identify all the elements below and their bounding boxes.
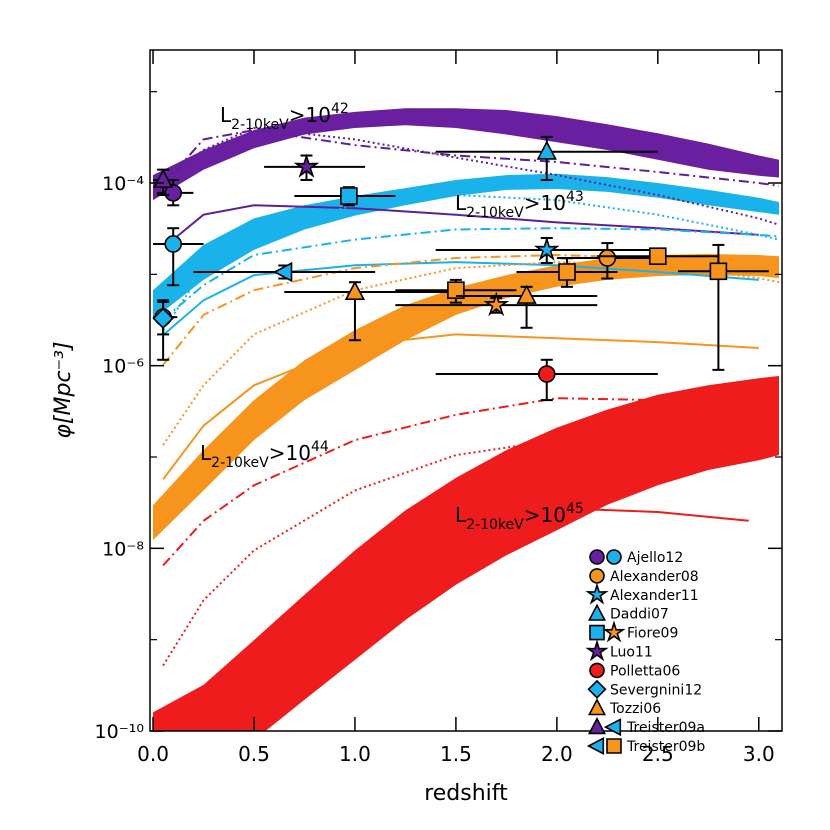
curve-label-sup: 42 <box>331 101 349 117</box>
curve-label-main: L <box>200 441 212 465</box>
legend-marker <box>585 582 609 605</box>
model-line <box>162 129 780 187</box>
x-tick-label: 0.0 <box>137 742 169 766</box>
legend-marker <box>586 736 605 756</box>
model-line <box>162 333 759 480</box>
data-point <box>164 235 183 253</box>
data-point <box>536 140 557 160</box>
y-tick-label: 10⁻⁴ <box>102 173 144 195</box>
legend-marker <box>606 549 622 565</box>
curve-label-sup: 45 <box>566 501 584 517</box>
legend: Ajello12 Alexander08 Alexander11 Daddi07 Fio… <box>585 549 705 756</box>
band <box>153 376 779 731</box>
curve-label-mid: >10 <box>269 441 311 465</box>
legend-marker <box>602 620 626 643</box>
legend-label: Alexander08 <box>610 569 699 585</box>
curve-label-sup: 43 <box>566 189 584 205</box>
data-point <box>516 284 537 304</box>
x-tick-label: 2.5 <box>642 742 674 766</box>
curve-label-sub: 2-10keV <box>231 117 289 133</box>
model-line <box>162 227 780 321</box>
data-point <box>272 261 293 283</box>
curve-label-sub: 2-10keV <box>211 455 269 471</box>
legend-marker <box>587 603 607 621</box>
data-point <box>447 281 465 300</box>
axes: 0.0 0.5 1.0 1.5 2.0 2.5 3.0 10⁻¹⁰ 10⁻⁸ 10⁻⁶ 10⁻⁴ <box>95 50 782 766</box>
legend-marker <box>589 662 605 679</box>
data-point <box>293 153 320 178</box>
legend-marker <box>589 624 605 641</box>
model-line <box>162 439 780 667</box>
curve-label-sup: 44 <box>311 439 329 455</box>
curve-label: L2-10keV>1045 <box>455 501 584 533</box>
x-tick-label: 3.0 <box>743 742 775 766</box>
legend-label: Daddi07 <box>610 607 669 623</box>
legend-label: Treister09b <box>626 739 705 755</box>
data-point <box>483 291 510 317</box>
curve-label-main: L <box>455 503 467 527</box>
model-line <box>172 204 759 241</box>
legend-marker <box>606 738 622 754</box>
x-tick-label: 2.0 <box>541 742 573 766</box>
data-point <box>537 365 556 383</box>
curve-label-mid: >10 <box>524 503 566 527</box>
x-tick-label: 0.5 <box>238 742 270 766</box>
model-line <box>162 261 780 446</box>
legend-marker <box>587 716 607 735</box>
x-tick-label: 1.5 <box>440 742 472 766</box>
model-line <box>162 397 780 567</box>
legend-label: Luo11 <box>610 645 653 661</box>
y-tick-label: 10⁻⁸ <box>102 538 144 560</box>
data-point <box>598 249 617 267</box>
legend-marker <box>589 568 605 584</box>
legend-label: Tozzi06 <box>609 701 661 717</box>
legend-marker <box>587 698 607 716</box>
curve-label-main: L <box>220 103 232 127</box>
model-line <box>425 503 749 549</box>
legend-label: Treister09a <box>626 720 705 736</box>
curve-label-mid: >10 <box>289 103 331 127</box>
curve-label-main: L <box>455 191 467 215</box>
band <box>153 108 779 201</box>
frame <box>149 49 783 732</box>
curve-label-sub: 2-10keV <box>466 517 524 533</box>
legend-marker <box>589 549 605 565</box>
band <box>153 173 779 320</box>
legend-label: Severgnini12 <box>610 682 702 698</box>
curve-label: L2-10keV>1043 <box>455 189 584 221</box>
data-point <box>709 262 728 281</box>
legend-marker <box>587 679 607 699</box>
legend-label: Alexander11 <box>610 588 699 604</box>
curve-label: L2-10keV>1042 <box>220 101 349 133</box>
data-point <box>340 187 358 205</box>
plot-area <box>152 108 780 731</box>
legend-label: Fiore09 <box>627 626 678 642</box>
legend-marker <box>585 639 609 662</box>
legend-label: Polletta06 <box>610 663 680 679</box>
band <box>153 254 779 541</box>
data-point <box>533 236 560 261</box>
curve-label: L2-10keV>1044 <box>200 439 329 471</box>
legend-label: Ajello12 <box>627 550 683 566</box>
curve-label-sub: 2-10keV <box>466 205 524 221</box>
y-axis-label: φ[Mpc⁻³] <box>51 341 76 438</box>
curve-label-mid: >10 <box>524 191 566 215</box>
x-axis-label: redshift <box>424 781 508 806</box>
data-point <box>648 247 667 266</box>
data-point <box>152 307 174 330</box>
y-tick-label: 10⁻¹⁰ <box>95 721 144 743</box>
data-point <box>164 184 183 202</box>
data-point <box>558 263 576 281</box>
y-tick-label: 10⁻⁶ <box>102 356 144 378</box>
legend-marker <box>603 718 622 737</box>
x-tick-label: 1.0 <box>339 742 371 766</box>
data-point <box>344 280 366 301</box>
